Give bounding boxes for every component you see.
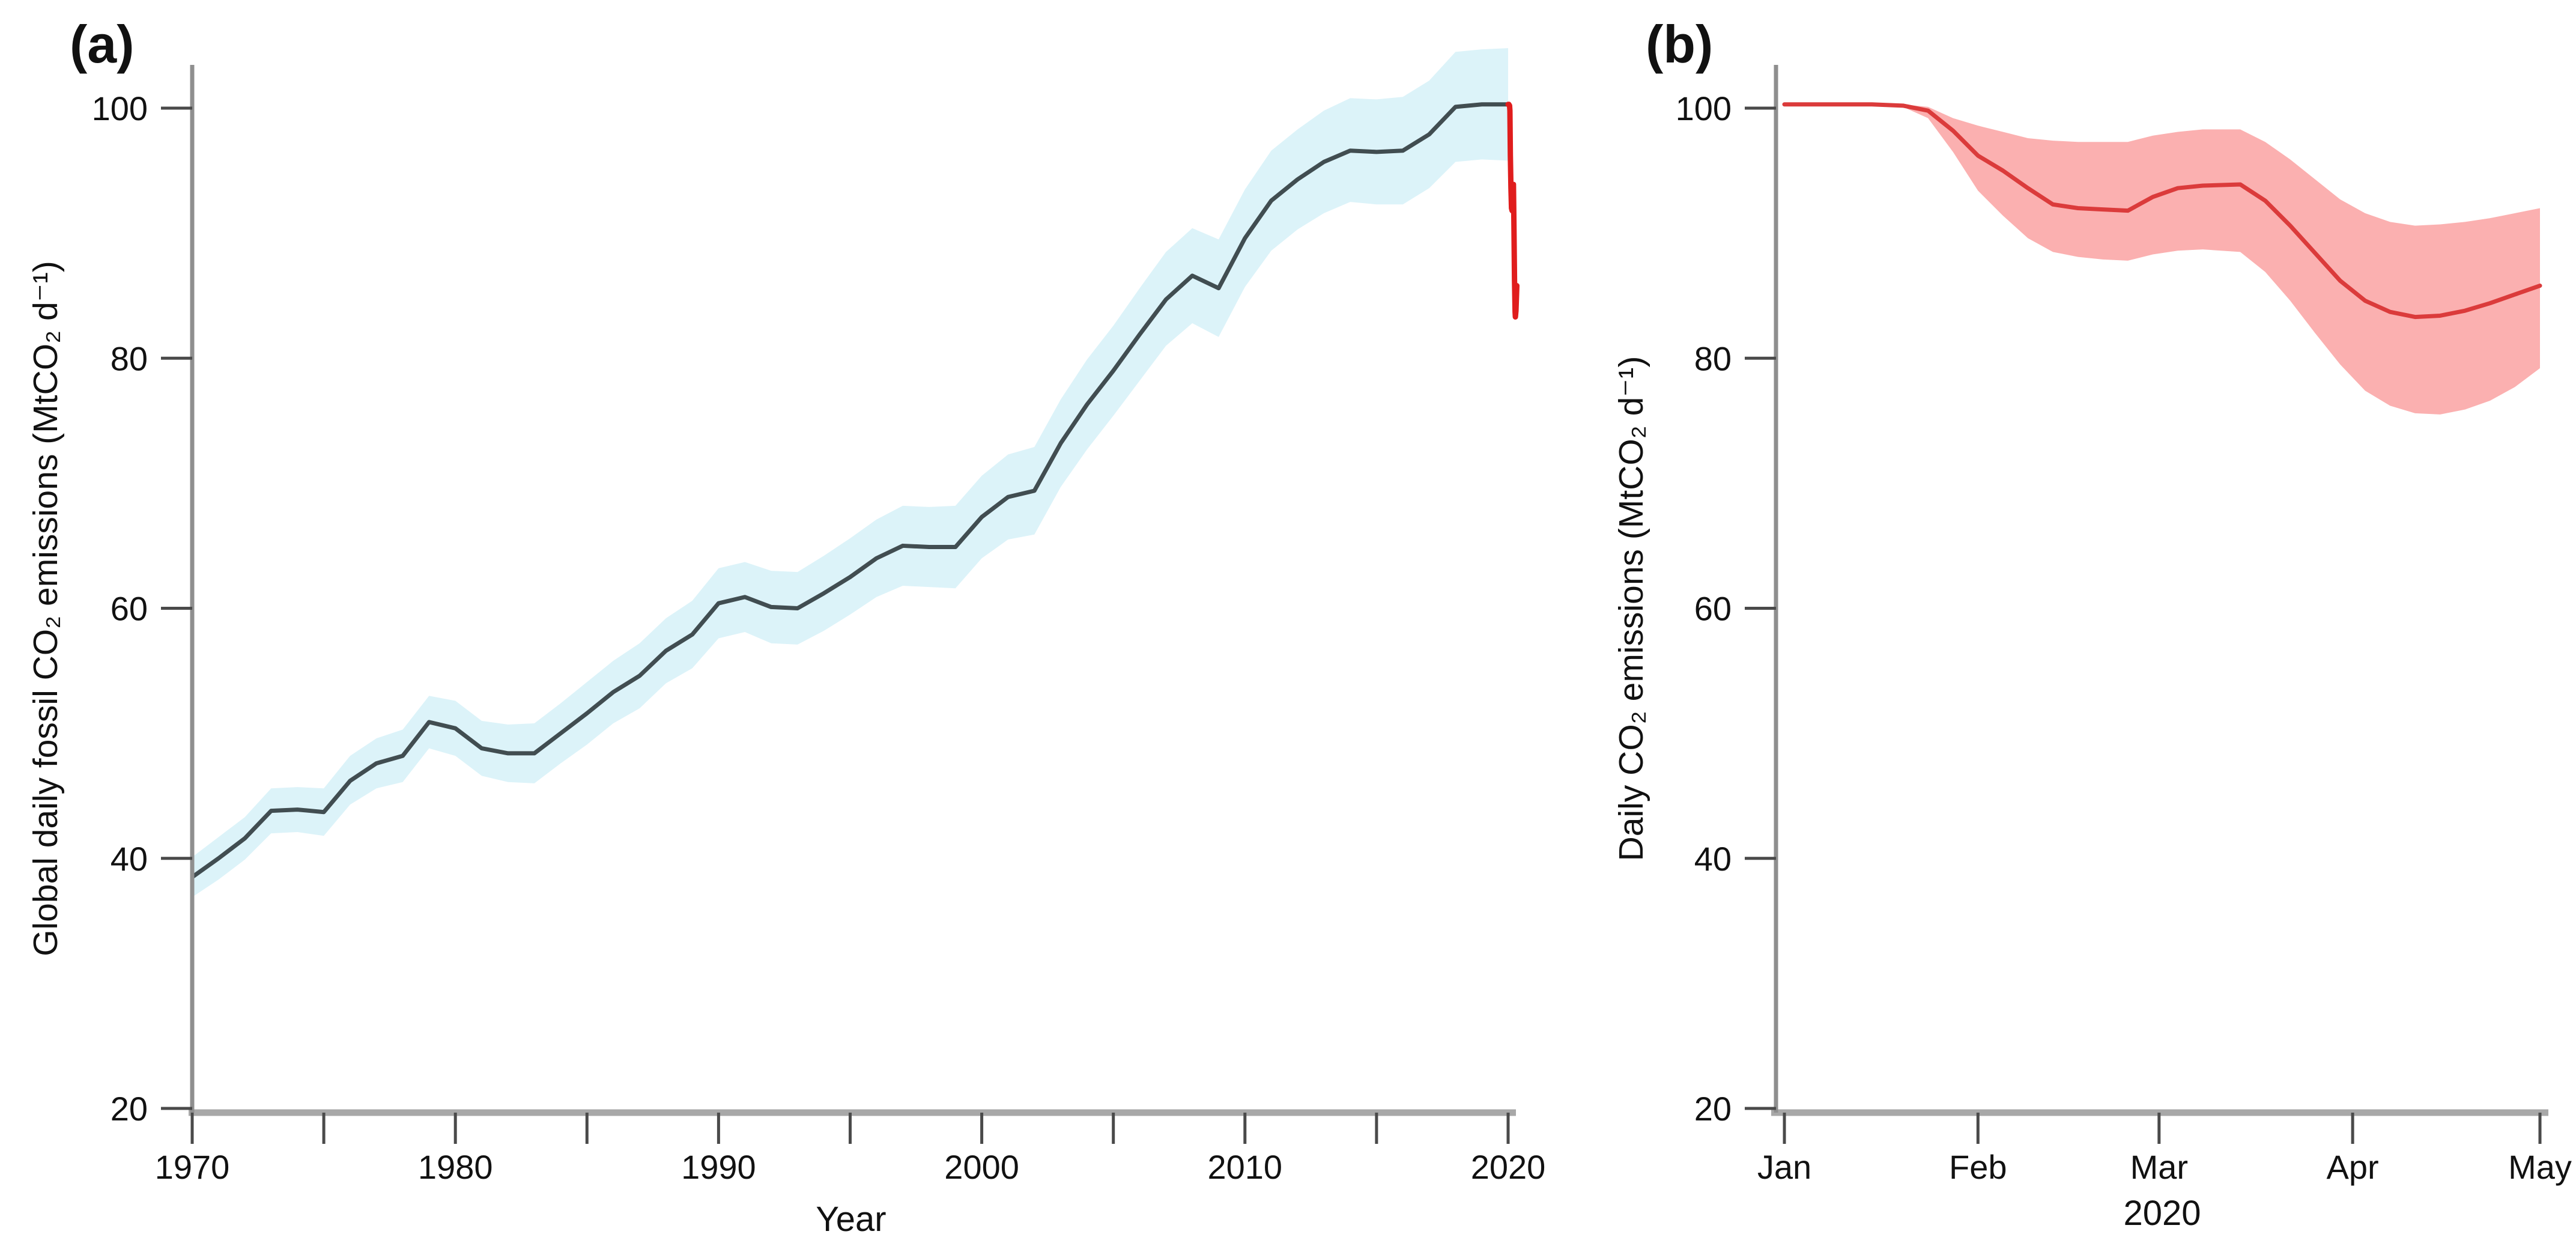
panel-b-y-tick-label: 40 (1694, 840, 1732, 878)
panel-b-x-tick-label: Jan (1757, 1148, 1811, 1186)
panel-b-x-tick-label: May (2508, 1148, 2572, 1186)
panel-a-uncertainty-band (192, 48, 1508, 898)
panel-a-y-tick-label: 80 (111, 339, 148, 377)
panel-a-x-tick-label: 2000 (944, 1148, 1019, 1186)
panel-b-emissions-line (1782, 102, 2542, 320)
panel-a-x-tick-label: 1990 (681, 1148, 756, 1186)
panel-b-y-tick-label: 80 (1694, 339, 1732, 377)
panel-a-x-tick-label: 1980 (418, 1148, 493, 1186)
panel-b-uncertainty-band (1784, 103, 2540, 415)
panel-a-2020-drop-line (1505, 102, 1520, 320)
panel-b-y-tick-label: 20 (1694, 1090, 1732, 1128)
panel-a-emissions-line (190, 102, 1511, 880)
panel-a-label: (a) (70, 14, 135, 74)
panel-a-y-tick-label: 40 (111, 840, 148, 878)
panel-a-y-tick-label: 100 (92, 90, 148, 127)
panel-b-label: (b) (1646, 14, 1714, 74)
panel-a-y-axis-title: Global daily fossil CO₂ emissions (MtCO₂… (26, 261, 65, 956)
panel-a-y-tick-label: 60 (111, 590, 148, 628)
panel-b-y-tick-label: 60 (1694, 590, 1732, 628)
panel-b-x-tick-label: Apr (2327, 1148, 2379, 1186)
panel-a-x-axis-title: Year (816, 1200, 886, 1239)
panel-b-x-tick-label: Mar (2130, 1148, 2188, 1186)
panel-b-x-axis-subtitle: 2020 (2123, 1194, 2201, 1233)
panel-a-x-tick-label: 2020 (1471, 1148, 1546, 1186)
panel-b-y-axis-title: Daily CO₂ emissions (MtCO₂ d⁻¹) (1612, 356, 1650, 862)
panel-a-x-tick-label: 1970 (155, 1148, 230, 1186)
panel-a-x-tick-label: 2010 (1208, 1148, 1283, 1186)
panel-b-y-tick-label: 100 (1676, 90, 1732, 127)
panel-a-y-tick-label: 20 (111, 1090, 148, 1128)
panel-b-x-tick-label: Feb (1949, 1148, 2007, 1186)
